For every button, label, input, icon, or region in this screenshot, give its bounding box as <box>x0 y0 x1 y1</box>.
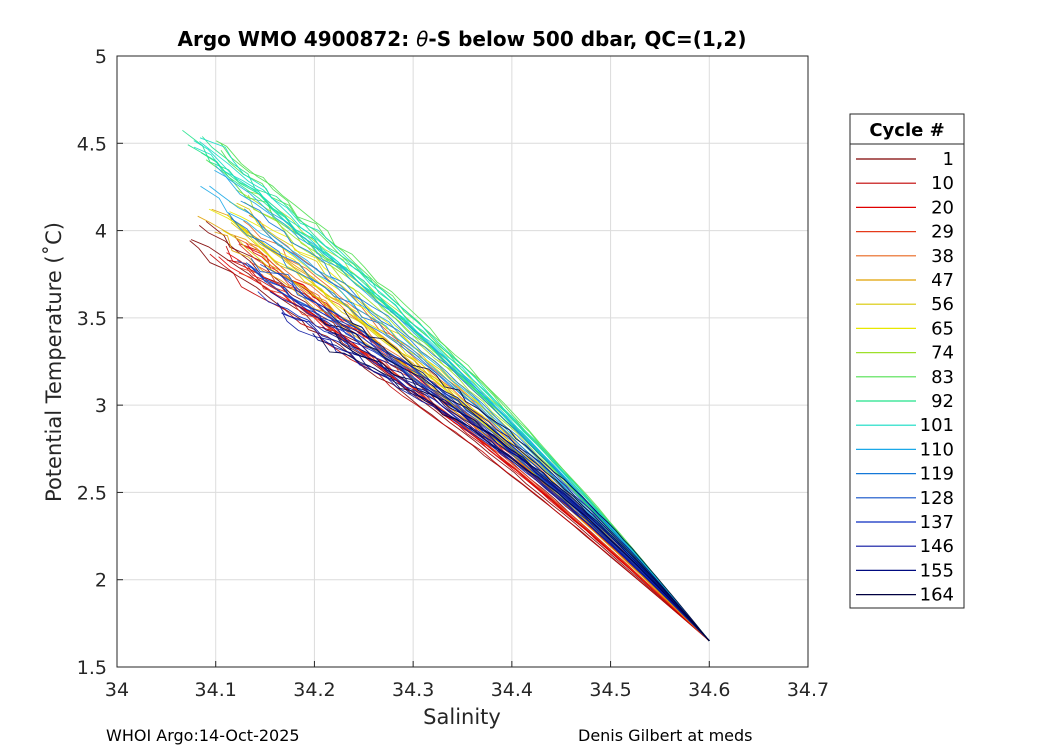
legend-entry-label: 83 <box>931 367 954 388</box>
legend-entry-label: 56 <box>931 294 954 315</box>
plot-frame <box>116 55 809 668</box>
footer-right: Denis Gilbert at meds <box>578 726 752 745</box>
y-axis-ticks: 1.5 2 2.5 3 3.5 4 4.5 5 <box>77 46 123 679</box>
x-tick-label: 34.7 <box>787 679 829 701</box>
chart-title: Argo WMO 4900872: θ-S below 500 dbar, QC… <box>178 27 747 51</box>
x-tick-label: 34.3 <box>392 679 434 701</box>
x-tick-label: 34.5 <box>589 679 631 701</box>
legend-entry-label: 164 <box>920 585 954 606</box>
x-tick-label: 34 <box>105 679 129 701</box>
legend-entry-label: 10 <box>931 173 954 194</box>
legend-entry-label: 47 <box>931 270 954 291</box>
legend-entry-label: 128 <box>920 488 954 509</box>
legend-entry-label: 101 <box>920 415 954 436</box>
profile-line-cycle-164 <box>343 309 710 642</box>
profile-line-cycle-155 <box>323 306 710 642</box>
profile-line-cycle-83 <box>215 140 710 642</box>
y-tick-label: 4 <box>95 221 107 243</box>
legend-entry-label: 20 <box>931 197 954 218</box>
y-tick-label: 3.5 <box>77 308 107 330</box>
profile-line-cycle-164 <box>334 331 710 642</box>
x-axis-ticks: 34 34.1 34.2 34.3 34.4 34.5 34.6 34.7 <box>105 661 829 701</box>
x-tick-label: 34.4 <box>491 679 533 701</box>
legend-box <box>849 113 965 609</box>
profile-line-cycle-146 <box>281 311 710 642</box>
y-tick-label: 5 <box>95 46 107 68</box>
x-tick-label: 34.2 <box>293 679 335 701</box>
y-tick-label: 2 <box>95 570 107 592</box>
plot-area <box>117 56 808 667</box>
legend-entry-label: 38 <box>931 246 954 267</box>
legend-entry-label: 74 <box>931 343 954 364</box>
legend-entry-label: 65 <box>931 318 954 339</box>
x-tick-label: 34.6 <box>688 679 730 701</box>
legend-title: Cycle # <box>869 120 944 141</box>
legend-entry-label: 155 <box>920 560 954 581</box>
y-axis-label: Potential Temperature (˚C) <box>42 222 66 502</box>
legend-entry-label: 146 <box>920 536 954 557</box>
profile-line-cycle-1 <box>190 239 710 642</box>
legend-entry-label: 29 <box>931 222 954 243</box>
legend-entry-label: 137 <box>920 512 954 533</box>
profile-line-cycle-92 <box>187 144 710 642</box>
legend-entry-label: 110 <box>920 439 954 460</box>
y-tick-label: 4.5 <box>77 133 107 155</box>
profile-line-cycle-29 <box>239 267 710 642</box>
footer-left: WHOI Argo:14-Oct-2025 <box>106 726 300 745</box>
legend: Cycle # 11020293847566574839210111011912… <box>849 113 965 609</box>
x-tick-label: 34.1 <box>195 679 237 701</box>
y-tick-label: 1.5 <box>77 657 107 679</box>
profile-line-cycle-101 <box>199 141 710 642</box>
profile-line-cycle-164 <box>319 318 710 642</box>
profile-line-cycle-164 <box>319 337 710 642</box>
legend-entry-label: 119 <box>920 464 954 485</box>
y-tick-label: 2.5 <box>77 482 107 504</box>
x-axis-label: Salinity <box>423 705 501 729</box>
series-group <box>182 129 710 642</box>
y-tick-label: 3 <box>95 395 107 417</box>
profile-line-cycle-155 <box>312 333 710 642</box>
legend-entry-label: 1 <box>943 149 954 170</box>
legend-entry-label: 92 <box>931 391 954 412</box>
